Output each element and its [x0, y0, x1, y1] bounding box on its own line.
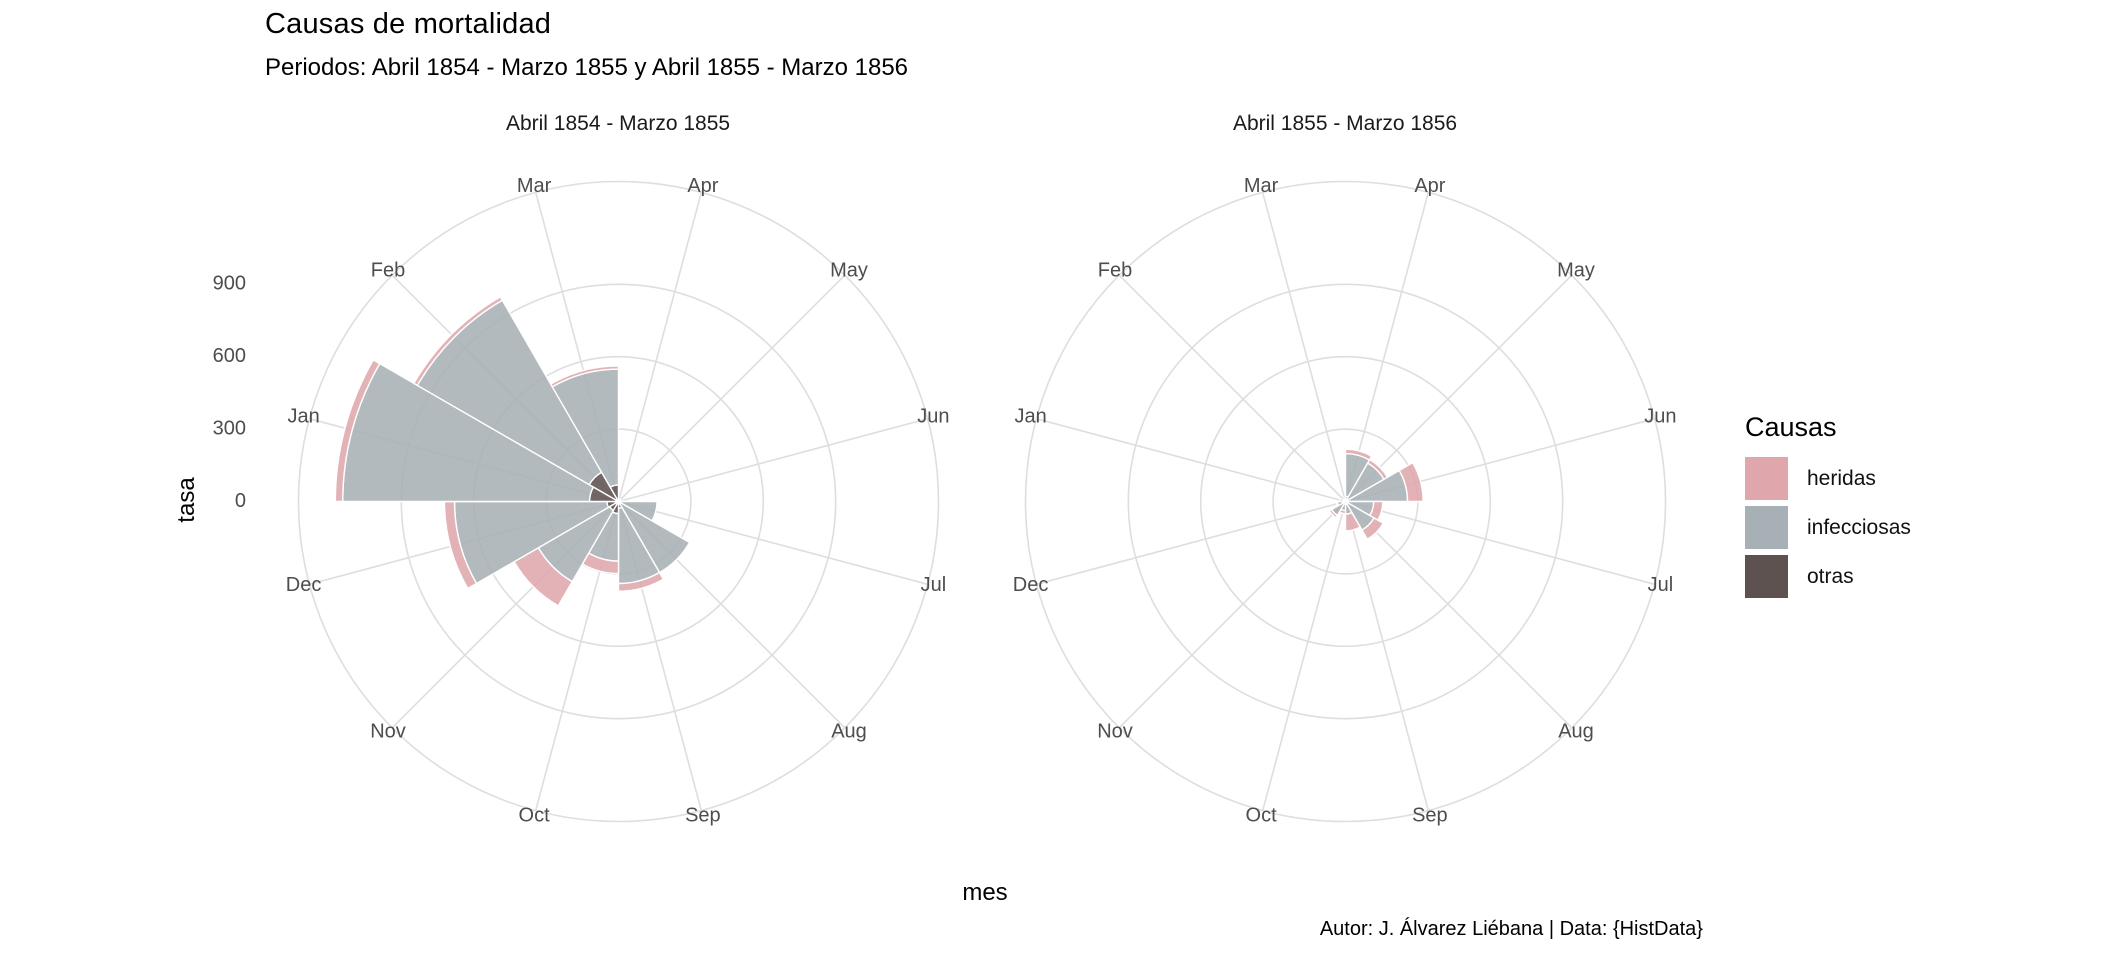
legend-title: Causas: [1745, 412, 1837, 442]
grid-circle-900: [1127, 283, 1564, 720]
grid-spoke-Jul: [618, 500, 928, 586]
x-axis-title: mes: [962, 879, 1008, 906]
month-label-Feb: Feb: [371, 259, 405, 281]
y-tick-label-600: 600: [213, 345, 246, 367]
month-label-Mar: Mar: [1244, 175, 1279, 197]
grid-spoke-Nov: [1118, 500, 1347, 729]
wedge-Sep-heridas: [1344, 511, 1361, 532]
legend-row-heridas: heridas: [1745, 457, 2075, 500]
legend-label-infecciosas: infecciosas: [1807, 515, 1911, 539]
grid-circle-outer: [297, 180, 940, 823]
grid-spoke-Jun: [618, 417, 928, 503]
month-label-Aug: Aug: [1558, 720, 1594, 742]
month-label-May: May: [1557, 259, 1595, 281]
y-axis-title: tasa: [173, 477, 200, 523]
wedge-Jan-heridas: [1338, 497, 1342, 503]
grid-spoke-Dec: [1036, 500, 1346, 586]
month-label-Apr: Apr: [1414, 175, 1445, 197]
wedge-Nov-heridas: [1328, 508, 1339, 519]
grid-spoke-Jan: [1036, 417, 1346, 503]
wedge-Feb-heridas: [413, 296, 504, 387]
month-label-Jul: Jul: [921, 574, 947, 596]
legend-label-heridas: heridas: [1807, 466, 1876, 490]
grid-spoke-May: [617, 274, 846, 503]
wedge-Aug-heridas: [1361, 517, 1384, 540]
legend-row-otras: otras: [1745, 555, 2075, 598]
facet-title-1855-1856: Abril 1855 - Marzo 1856: [1232, 112, 1458, 135]
legend-row-infecciosas: infecciosas: [1745, 506, 2075, 549]
legend-label-otras: otras: [1807, 564, 1854, 588]
y-tick-label-900: 900: [213, 273, 246, 295]
month-label-Aug: Aug: [831, 720, 867, 742]
month-label-Mar: Mar: [517, 175, 552, 197]
y-tick-label-0: 0: [235, 490, 246, 512]
month-label-Oct: Oct: [1246, 805, 1278, 827]
grid-spoke-Aug: [1344, 500, 1573, 729]
grid-spoke-Apr: [617, 192, 703, 502]
facet-panel-0: Apr May Jun Jul Aug Sep Oct Nov Dec Jan Feb Mar: [286, 175, 950, 827]
caption: Autor: J. Álvarez Liébana | Data: {HistD…: [1319, 918, 1703, 940]
facet-panel-1: Apr May Jun Jul Aug Sep Oct Nov Dec Jan Feb Mar: [1013, 175, 1677, 827]
grid-spoke-Feb: [1118, 274, 1347, 503]
month-label-Dec: Dec: [1013, 574, 1049, 596]
grid-spoke-Jul: [1345, 500, 1655, 586]
grid-circle-600: [1199, 355, 1492, 648]
plot-subtitle: Periodos: Abril 1854 - Marzo 1855 y Abri…: [265, 54, 909, 81]
wedge-Sep-heridas: [617, 571, 665, 592]
grid-spoke-Apr: [1344, 192, 1430, 502]
grid-spoke-Mar: [1261, 192, 1347, 502]
plot-title: Causas de mortalidad: [265, 8, 552, 40]
grid-spoke-May: [1344, 274, 1573, 503]
wedge-Mar-infecciosas: [1343, 497, 1347, 501]
grid-circle-outer: [1024, 180, 1667, 823]
month-label-Jul: Jul: [1648, 574, 1674, 596]
month-label-Feb: Feb: [1098, 259, 1132, 281]
y-tick-label-300: 300: [213, 417, 246, 439]
month-label-Nov: Nov: [1097, 720, 1133, 742]
legend-swatch-otras: [1745, 555, 1788, 598]
month-label-Dec: Dec: [286, 574, 322, 596]
month-label-Sep: Sep: [1412, 805, 1448, 827]
grid-spoke-Oct: [1261, 501, 1347, 811]
wedge-Jan-heridas: [334, 359, 381, 503]
wedge-Mar-heridas: [550, 365, 620, 388]
month-label-Jan: Jan: [1014, 405, 1046, 427]
month-label-Jan: Jan: [287, 405, 319, 427]
wedge-Apr-heridas: [1344, 448, 1373, 461]
month-label-May: May: [830, 259, 868, 281]
legend-swatch-heridas: [1745, 457, 1788, 500]
grid-spoke-Sep: [1344, 501, 1430, 811]
month-label-Oct: Oct: [519, 805, 551, 827]
month-label-Nov: Nov: [370, 720, 406, 742]
wedge-Jun-heridas: [1398, 461, 1424, 503]
legend-swatch-infecciosas: [1745, 506, 1788, 549]
legend: Causas heridas infecciosas otras: [1745, 412, 2075, 604]
month-label-Apr: Apr: [687, 175, 718, 197]
month-label-Jun: Jun: [917, 405, 949, 427]
month-label-Jun: Jun: [1644, 405, 1676, 427]
legend-rows: heridas infecciosas otras: [1745, 457, 2075, 598]
month-label-Sep: Sep: [685, 805, 721, 827]
facet-title-1854-1855: Abril 1854 - Marzo 1855: [505, 112, 731, 135]
wedge-Dec-heridas: [1335, 500, 1340, 507]
